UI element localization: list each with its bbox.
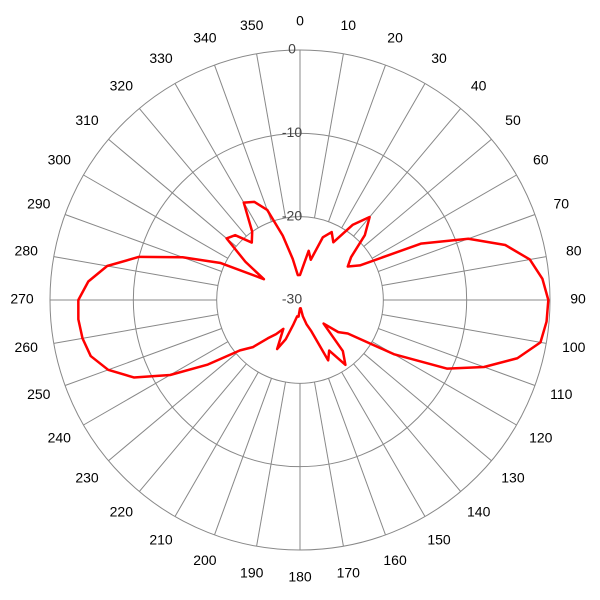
angle-label: 320 [110, 78, 134, 94]
spoke [328, 64, 386, 222]
spoke [363, 353, 492, 462]
angle-label: 210 [149, 531, 173, 547]
spoke [328, 378, 386, 536]
angle-label: 220 [110, 504, 134, 520]
spoke [138, 108, 247, 237]
angle-label: 30 [431, 50, 447, 66]
angle-label: 140 [467, 504, 491, 520]
angle-label: 280 [15, 242, 39, 258]
spoke [174, 371, 259, 517]
angle-label: 90 [570, 291, 586, 307]
r-tick-label: -20 [282, 207, 302, 223]
angle-label: 350 [240, 17, 264, 33]
angle-label: 230 [75, 469, 99, 485]
spoke [378, 214, 536, 272]
r-tick-label: 0 [288, 41, 296, 57]
angle-label: 40 [471, 78, 487, 94]
angle-label: 50 [505, 112, 521, 128]
angle-label: 180 [288, 569, 312, 585]
angle-label: 60 [533, 152, 549, 168]
angle-label: 150 [427, 531, 451, 547]
spoke [371, 174, 517, 259]
angle-label: 70 [553, 196, 569, 212]
spoke [353, 108, 462, 237]
angle-label: 80 [566, 242, 582, 258]
angle-label: 340 [193, 29, 217, 45]
angle-label: 160 [383, 552, 407, 568]
angle-label: 0 [296, 13, 304, 29]
r-tick-label: -30 [282, 291, 302, 307]
angle-label: 330 [149, 50, 173, 66]
angle-label: 110 [550, 386, 573, 402]
spoke [363, 138, 492, 247]
angle-label: 290 [27, 196, 51, 212]
angle-label: 20 [387, 29, 403, 45]
r-tick-label: -10 [282, 124, 302, 140]
spoke [108, 138, 237, 247]
angle-label: 260 [15, 339, 39, 355]
angle-label: 240 [48, 430, 72, 446]
angle-label: 300 [48, 152, 72, 168]
spoke [256, 53, 287, 219]
spoke [53, 313, 219, 344]
angle-label: 120 [529, 430, 553, 446]
spoke [138, 363, 247, 492]
angle-label: 10 [340, 17, 356, 33]
spoke [108, 353, 237, 462]
spoke [353, 363, 462, 492]
angle-label: 100 [562, 339, 586, 355]
spoke [313, 53, 344, 219]
spoke [381, 313, 547, 344]
spoke [341, 371, 426, 517]
spoke [83, 341, 229, 426]
angle-label: 270 [10, 291, 34, 307]
angle-label: 250 [27, 386, 51, 402]
angle-label: 190 [240, 564, 264, 580]
angle-label: 170 [337, 564, 361, 580]
spoke [381, 256, 547, 287]
spoke [214, 64, 272, 222]
spoke [256, 381, 287, 547]
spoke [214, 378, 272, 536]
spoke [378, 328, 536, 386]
angle-label: 200 [193, 552, 217, 568]
spoke [53, 256, 219, 287]
spoke [83, 174, 229, 259]
pattern-line [77, 200, 550, 379]
spoke [64, 328, 222, 386]
angle-label: 310 [75, 112, 99, 128]
angle-label: 130 [501, 469, 525, 485]
spoke [341, 83, 426, 229]
spoke [64, 214, 222, 272]
spoke [313, 381, 344, 547]
